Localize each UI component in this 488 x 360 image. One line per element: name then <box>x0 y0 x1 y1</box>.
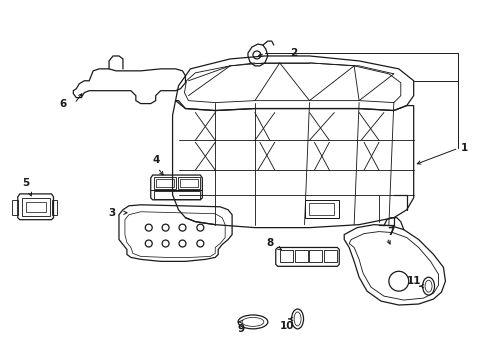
Text: 4: 4 <box>152 155 160 165</box>
Text: 8: 8 <box>266 238 273 248</box>
Text: 7: 7 <box>386 226 393 237</box>
Text: 2: 2 <box>289 48 296 58</box>
Text: 11: 11 <box>406 276 420 286</box>
Text: 3: 3 <box>108 208 115 218</box>
Text: 6: 6 <box>60 99 66 109</box>
Text: 1: 1 <box>459 143 467 153</box>
Text: 9: 9 <box>237 324 244 334</box>
Text: 10: 10 <box>279 321 294 331</box>
Text: 5: 5 <box>21 178 29 188</box>
